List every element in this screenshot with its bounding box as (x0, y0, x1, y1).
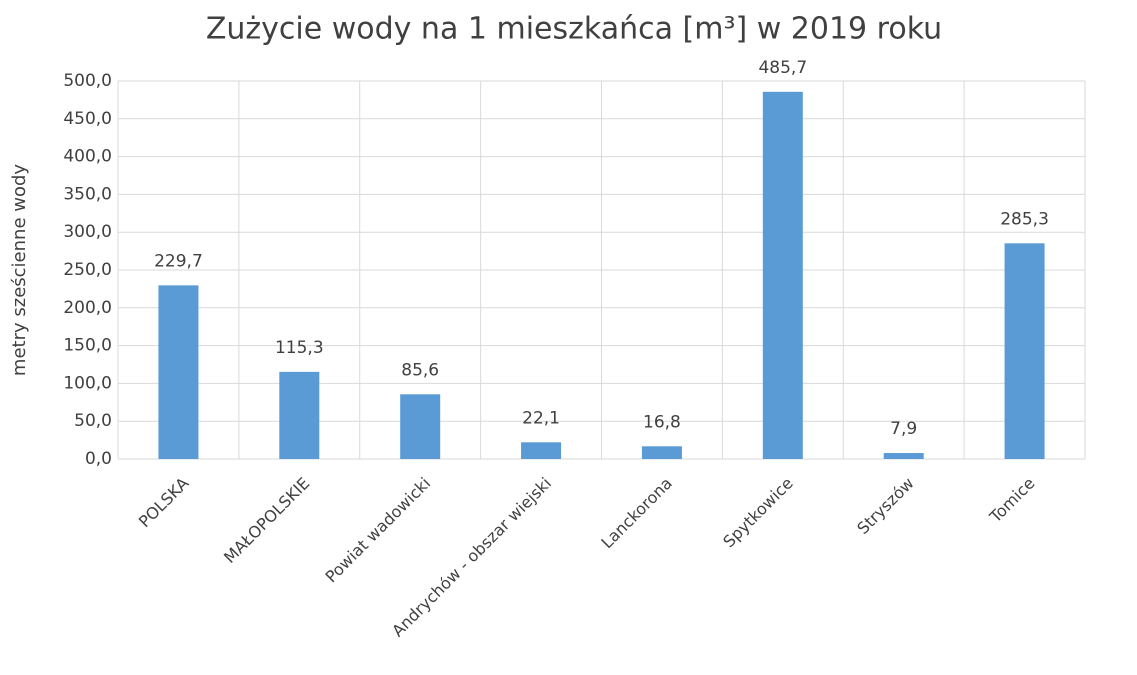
bar (158, 285, 199, 459)
y-tick-label: 350,0 (63, 184, 112, 204)
x-tick-label: Spytkowice (719, 474, 797, 552)
y-tick-label: 50,0 (74, 411, 112, 431)
x-tick-label: Lanckorona (597, 474, 676, 553)
data-label: 229,7 (154, 251, 203, 271)
bar (762, 91, 803, 460)
y-tick-label: 0,0 (85, 449, 112, 469)
x-tick-label: Powiat wadowicki (321, 474, 434, 587)
y-tick-label: 100,0 (63, 373, 112, 393)
data-label: 85,6 (401, 360, 439, 380)
y-tick-label: 200,0 (63, 298, 112, 318)
x-tick-label: Tomice (985, 474, 1038, 527)
bar (400, 394, 441, 459)
x-tick-label: MAŁOPOLSKIE (220, 474, 313, 567)
chart-title: Zużycie wody na 1 mieszkańca [m³] w 2019… (206, 12, 942, 47)
data-label: 485,7 (758, 58, 807, 78)
x-tick-label: POLSKA (135, 474, 193, 532)
y-tick-label: 500,0 (63, 71, 112, 91)
bar (279, 371, 320, 459)
y-tick-label: 250,0 (63, 260, 112, 280)
data-label: 16,8 (643, 412, 681, 432)
bar (521, 442, 562, 459)
data-label: 285,3 (1000, 209, 1049, 229)
x-tick-label: Stryszów (853, 474, 917, 538)
data-label: 115,3 (275, 338, 324, 358)
bar (883, 453, 924, 459)
y-tick-label: 400,0 (63, 147, 112, 167)
bar (1004, 243, 1045, 459)
y-tick-label: 450,0 (63, 109, 112, 129)
y-tick-label: 150,0 (63, 336, 112, 356)
bar (641, 446, 682, 459)
data-label: 7,9 (890, 419, 917, 439)
y-axis-label: metry sześcienne wody (9, 164, 30, 376)
data-label: 22,1 (522, 408, 560, 428)
y-tick-label: 300,0 (63, 222, 112, 242)
